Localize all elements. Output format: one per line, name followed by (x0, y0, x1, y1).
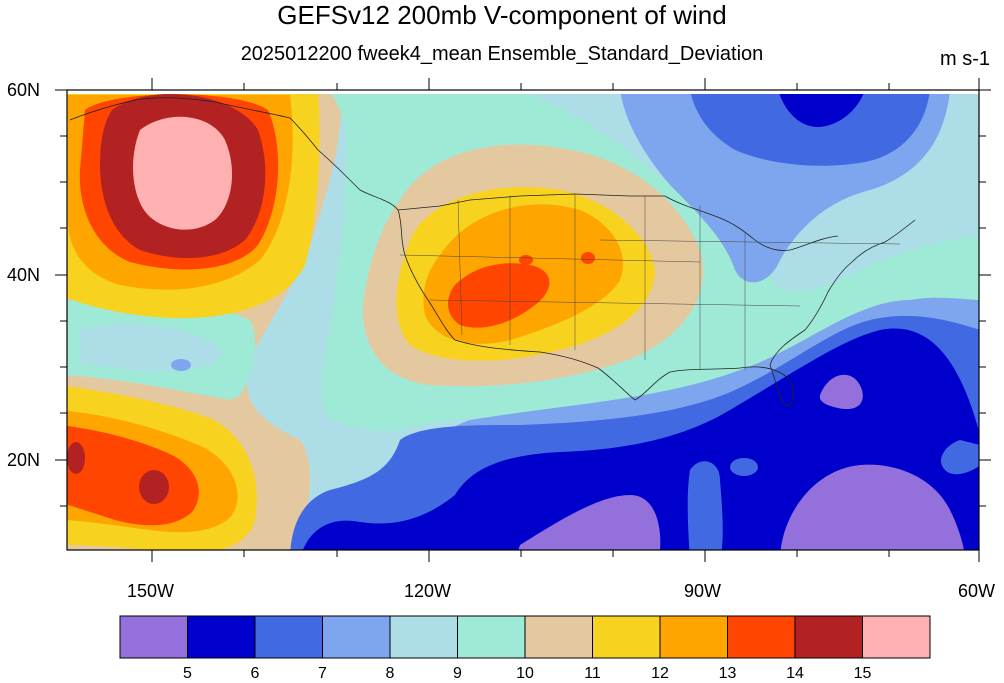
colorbar-swatch (592, 615, 661, 659)
contour-blob-13-14 (581, 252, 595, 264)
colorbar-tick-label: 12 (651, 665, 669, 682)
colorbar-swatch (862, 615, 931, 659)
map-subtitle: 2025012200 fweek4_mean Ensemble_Standard… (240, 43, 764, 65)
coastlines (69, 97, 916, 406)
colorbar-swatch (727, 615, 796, 659)
contour-band-8-9-pacific (80, 323, 222, 372)
colorbar-swatch (389, 615, 458, 659)
contour-blob-13-14 (519, 255, 533, 265)
colorbar-tick-label: 11 (584, 665, 601, 682)
contour-band-13-14-ridge (448, 263, 550, 328)
colorbar-tick-label: 13 (718, 665, 737, 682)
map-frame (66, 89, 980, 551)
state-borders (399, 194, 901, 370)
colorbar-swatch (524, 615, 593, 659)
lat-ticks (55, 89, 991, 507)
contour-field (67, 94, 979, 550)
contour-blob-14-15 (67, 442, 85, 474)
colorbar-swatch (457, 615, 526, 659)
lon-ticks (151, 78, 980, 562)
colorbar-swatch (322, 615, 391, 659)
contour-blob-7-8 (171, 359, 191, 371)
colorbar-tick-label: 8 (385, 665, 395, 682)
colorbar-tick-label: 9 (453, 665, 462, 682)
contour-band-below-5 (518, 495, 661, 550)
contour-blob-14-15 (139, 470, 169, 504)
colorbar-swatch (794, 615, 863, 659)
contour-band-below-5 (819, 374, 863, 410)
lat-label-60n: 60N (6, 80, 40, 100)
units-label: m s-1 (940, 48, 990, 70)
colorbar-swatch (187, 615, 256, 659)
colorbar-swatch (254, 615, 323, 659)
colorbar-tick-label: 5 (183, 665, 192, 682)
lon-label-90w: 90W (684, 581, 722, 601)
contour-band-5-6-north (779, 94, 864, 128)
colorbar-tick-label: 10 (516, 665, 534, 682)
colorbar-tick-label: 15 (853, 665, 872, 682)
lat-label-40n: 40N (6, 265, 40, 285)
colorbar-tick-label: 14 (786, 665, 804, 682)
lon-label-120w: 120W (404, 581, 452, 601)
contour-blob-6-7 (730, 458, 758, 476)
lon-label-60w: 60W (958, 581, 996, 601)
lat-label-20n: 20N (6, 450, 40, 470)
colorbar-tick-label: 6 (250, 665, 260, 682)
colorbar-swatch (119, 615, 188, 659)
colorbar-swatch (659, 615, 728, 659)
contour-band-6-7-north (690, 94, 930, 166)
contour-band-6-7-gulf (687, 461, 723, 550)
lon-label-150w: 150W (127, 581, 175, 601)
contour-band-13-14-hawaii (67, 425, 199, 526)
map-title: GEFSv12 200mb V-component of wind (277, 0, 727, 30)
colorbar-tick-label: 7 (318, 665, 327, 682)
contour-band-15plus-alaska (133, 116, 233, 230)
contour-band-6-7-pocket (941, 440, 979, 475)
contour-band-below-5 (780, 464, 964, 550)
